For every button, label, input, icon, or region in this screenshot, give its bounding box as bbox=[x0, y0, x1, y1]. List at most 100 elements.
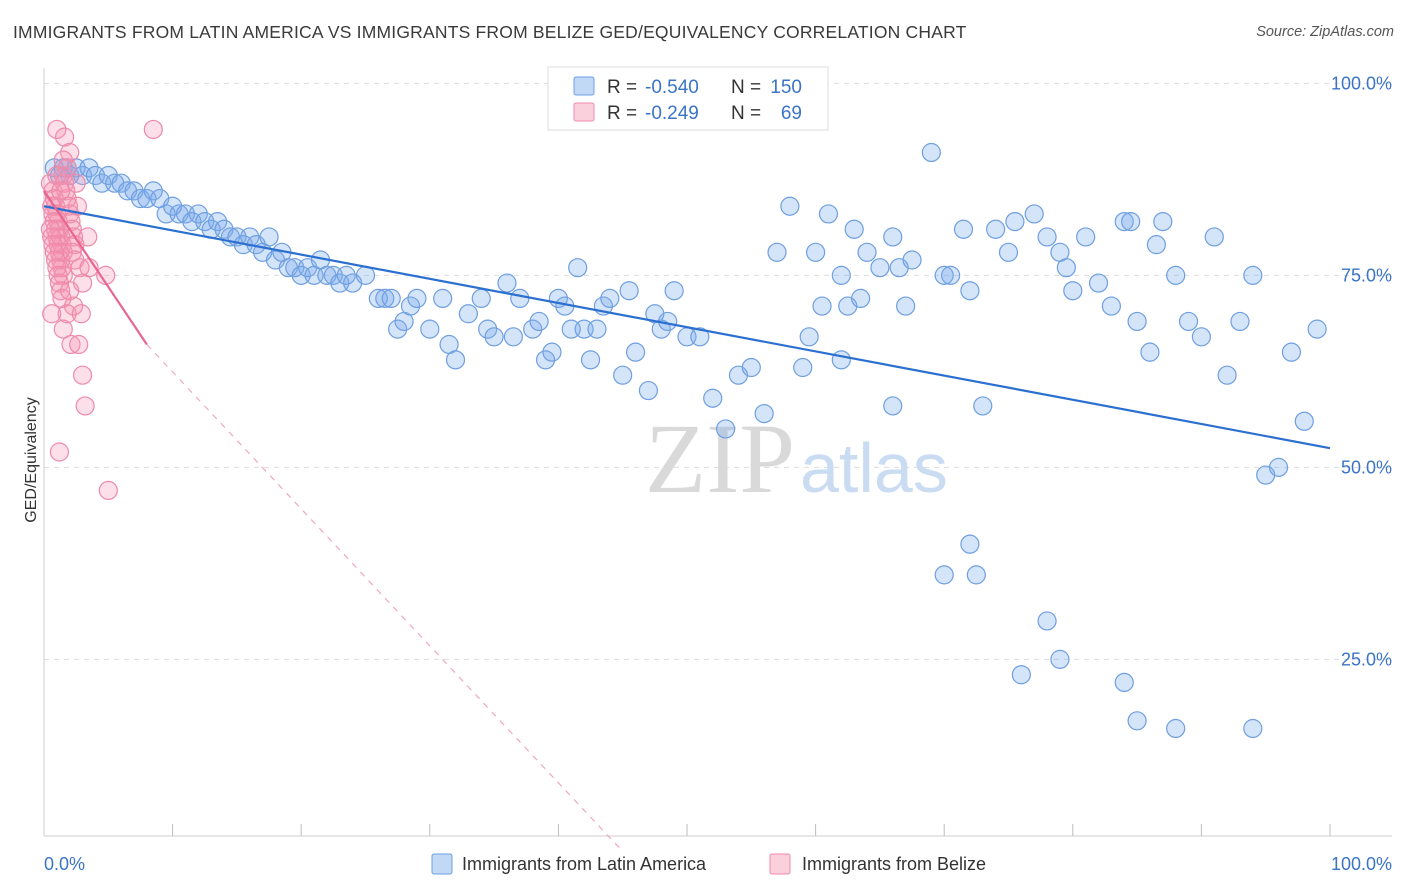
point-latin-america bbox=[934, 565, 954, 585]
source-label: Source: ZipAtlas.com bbox=[1256, 24, 1394, 40]
point-belize bbox=[51, 181, 71, 201]
point-belize bbox=[143, 119, 163, 140]
point-latin-america bbox=[1166, 265, 1186, 285]
legend-n-value-1: 150 bbox=[770, 77, 802, 98]
point-belize bbox=[43, 235, 63, 255]
point-latin-america bbox=[478, 319, 498, 339]
point-latin-america bbox=[896, 296, 916, 316]
y-tick-label: 50.0% bbox=[1341, 457, 1392, 477]
trend-line-belize-extension bbox=[146, 344, 624, 852]
point-belize bbox=[47, 258, 67, 278]
point-latin-america bbox=[953, 219, 974, 239]
point-latin-america bbox=[1063, 281, 1083, 301]
top-legend: R = -0.540 N = 150 R = -0.249 N = 69 bbox=[547, 66, 829, 131]
trend-line-latin-america bbox=[43, 205, 1331, 450]
point-latin-america bbox=[188, 204, 208, 224]
point-belize bbox=[61, 334, 81, 355]
y-axis-tick-labels: 25.0% 50.0% 75.0% 100.0% bbox=[1331, 73, 1392, 669]
point-latin-america bbox=[529, 311, 549, 332]
point-belize bbox=[98, 480, 118, 500]
point-latin-america bbox=[741, 357, 761, 378]
point-latin-america bbox=[143, 181, 163, 201]
point-latin-america bbox=[587, 319, 607, 339]
legend-r-label-2: R = bbox=[607, 103, 637, 124]
legend-swatch-blue bbox=[573, 76, 595, 96]
bottom-legend-label-pink: Immigrants from Belize bbox=[802, 854, 986, 874]
point-latin-america bbox=[535, 350, 556, 370]
point-latin-america bbox=[998, 242, 1019, 262]
trend-lines bbox=[43, 190, 1331, 852]
bottom-legend-label-blue: Immigrants from Latin America bbox=[462, 854, 707, 874]
point-latin-america bbox=[1281, 342, 1302, 362]
point-latin-america bbox=[1204, 227, 1224, 247]
point-latin-america bbox=[1307, 319, 1327, 339]
point-belize bbox=[62, 242, 82, 262]
point-latin-america bbox=[799, 327, 819, 347]
point-latin-america bbox=[1178, 311, 1199, 332]
point-latin-america bbox=[1243, 718, 1263, 739]
y-tick-label: 25.0% bbox=[1341, 649, 1392, 669]
point-latin-america bbox=[1037, 227, 1057, 247]
legend-n-label-2: N = bbox=[731, 103, 761, 124]
point-latin-america bbox=[902, 250, 922, 270]
point-latin-america bbox=[1088, 273, 1109, 293]
y-axis-label: GED/Equivalency bbox=[23, 397, 40, 522]
point-latin-america bbox=[580, 350, 601, 370]
point-belize bbox=[40, 219, 61, 239]
point-latin-america bbox=[1024, 204, 1044, 224]
point-latin-america bbox=[381, 288, 401, 308]
point-latin-america bbox=[715, 419, 736, 439]
point-latin-america bbox=[941, 265, 961, 285]
point-latin-america bbox=[857, 242, 877, 262]
point-latin-america bbox=[1011, 665, 1031, 685]
point-belize bbox=[45, 250, 66, 270]
point-latin-america bbox=[400, 296, 421, 316]
point-belize bbox=[72, 365, 93, 385]
point-latin-america bbox=[1121, 212, 1141, 232]
point-latin-america bbox=[754, 404, 774, 424]
point-latin-america bbox=[883, 227, 903, 247]
point-belize bbox=[48, 265, 68, 285]
point-latin-america bbox=[1140, 342, 1160, 362]
point-latin-america bbox=[1037, 611, 1057, 631]
point-latin-america bbox=[831, 350, 851, 370]
point-latin-america bbox=[780, 196, 800, 216]
watermark-zip: ZIP bbox=[645, 403, 795, 514]
point-latin-america bbox=[503, 327, 523, 347]
point-latin-america bbox=[625, 342, 646, 362]
point-latin-america bbox=[613, 365, 633, 385]
point-latin-america bbox=[831, 265, 851, 285]
point-latin-america bbox=[208, 212, 228, 232]
point-latin-america bbox=[986, 219, 1006, 239]
legend-r-label-1: R = bbox=[607, 77, 637, 98]
series-belize bbox=[40, 119, 163, 500]
x-axis-ticks bbox=[172, 824, 1331, 836]
point-belize bbox=[56, 181, 76, 201]
point-latin-america bbox=[1076, 227, 1096, 247]
point-latin-america bbox=[1268, 457, 1289, 477]
point-latin-america bbox=[600, 288, 620, 308]
point-belize bbox=[54, 127, 75, 147]
point-belize bbox=[47, 119, 67, 140]
point-latin-america bbox=[767, 242, 787, 262]
point-latin-america bbox=[355, 265, 376, 285]
legend-r-value-1: -0.540 bbox=[645, 77, 699, 98]
point-latin-america bbox=[1166, 718, 1186, 739]
point-latin-america bbox=[1114, 672, 1134, 693]
point-latin-america bbox=[458, 304, 478, 324]
point-latin-america bbox=[805, 242, 826, 262]
y-tick-label: 100.0% bbox=[1331, 73, 1392, 93]
point-latin-america bbox=[960, 534, 980, 554]
point-latin-america bbox=[651, 319, 671, 339]
point-latin-america bbox=[79, 158, 99, 178]
point-belize bbox=[69, 334, 89, 355]
point-belize bbox=[47, 165, 67, 186]
point-belize bbox=[57, 188, 77, 209]
point-belize bbox=[42, 227, 62, 247]
point-belize bbox=[49, 442, 70, 462]
point-latin-america bbox=[818, 204, 839, 224]
chart-title: IMMIGRANTS FROM LATIN AMERICA VS IMMIGRA… bbox=[13, 22, 967, 42]
point-latin-america bbox=[568, 258, 588, 278]
point-belize bbox=[63, 296, 84, 316]
